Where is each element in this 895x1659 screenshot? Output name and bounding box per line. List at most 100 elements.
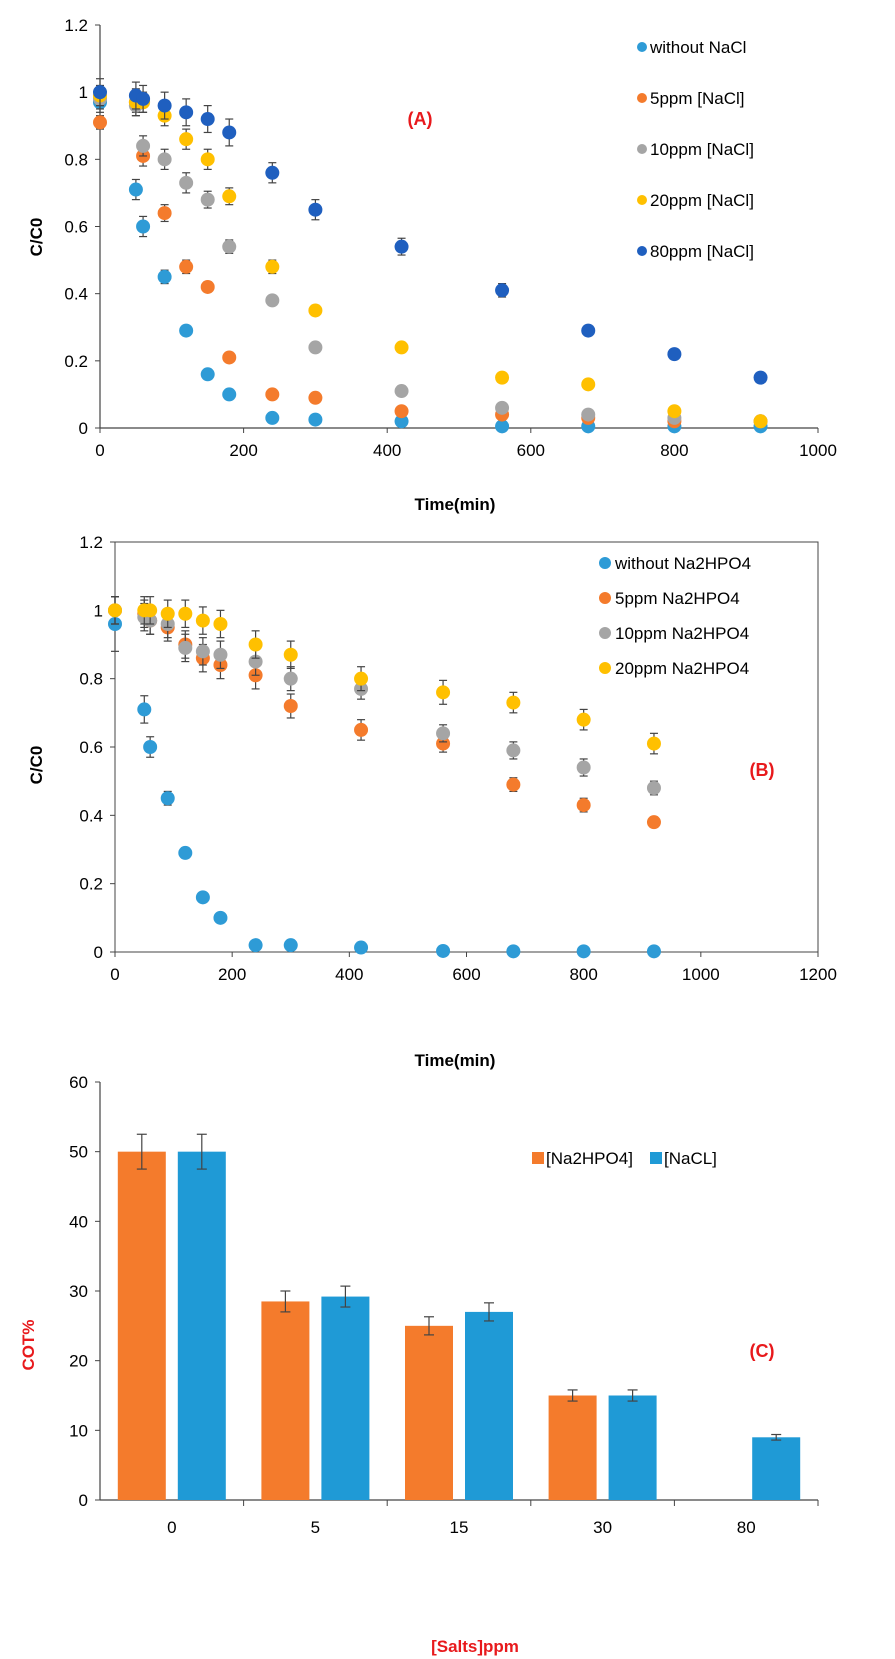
panel-a-data-point	[667, 404, 682, 419]
panel-c-bar	[177, 1151, 226, 1500]
panel-b-legend-label: without Na2HPO4	[614, 554, 751, 573]
panel-c-x-tick-label: 5	[311, 1518, 320, 1537]
panel-a-x-tick-label: 1000	[799, 441, 837, 460]
panel-b-y-tick-label: 0.8	[79, 670, 103, 689]
panel-b-legend-marker	[599, 662, 611, 674]
panel-a-data-point	[753, 414, 768, 429]
panel-a-y-tick-label: 0.6	[64, 218, 88, 237]
panel-a-data-point	[200, 279, 215, 294]
panel-a-data-point	[222, 125, 237, 140]
panel-a-y-tick-label: 1	[79, 83, 88, 102]
panel-a-data-point	[200, 112, 215, 127]
panel-b-data-point	[646, 736, 661, 751]
panel-b-legend-marker	[599, 627, 611, 639]
panel-a-data-point	[394, 404, 409, 419]
panel-c-label: (C)	[750, 1341, 775, 1361]
panel-b-data-point	[178, 845, 193, 860]
panel-c-x-tick-label: 0	[167, 1518, 176, 1537]
panel-b-x-tick-label: 400	[335, 965, 363, 984]
panel-b-data-point	[354, 671, 369, 686]
panel-a-y-tick-label: 0.2	[64, 352, 88, 371]
panel-b-x-tick-label: 0	[110, 965, 119, 984]
panel-c-legend-label: [NaCL]	[664, 1149, 717, 1168]
panel-a-data-point	[136, 91, 151, 106]
panel-b-y-axis-title: C/C0	[27, 746, 46, 785]
panel-b-data-point	[108, 603, 122, 618]
panel-c-bar-chart: (C) [Salts]ppm COT% 0 10 20 30 40 50 60 0 5 15 30 8…	[19, 1073, 819, 1656]
panel-b-data-point	[283, 647, 298, 662]
panel-a-data-point	[667, 347, 682, 362]
panel-a-data-point	[394, 239, 409, 254]
panel-c-y-tick-label: 50	[69, 1143, 88, 1162]
panel-b-data-point	[283, 699, 298, 713]
panel-a-data-point	[265, 387, 280, 402]
panel-a-legend-marker	[637, 144, 647, 154]
panel-b-data-point	[283, 671, 298, 686]
panel-a-data-point	[157, 98, 172, 113]
panel-b-data-point	[646, 815, 661, 830]
panel-a-data-point	[308, 202, 323, 217]
panel-a-data-point	[93, 85, 107, 100]
panel-c-bar	[608, 1395, 657, 1500]
panel-a-data-point	[265, 293, 280, 308]
panel-c-x-tick-label: 15	[450, 1518, 469, 1537]
panel-b-data-point	[283, 938, 298, 953]
panel-b-data-point	[576, 944, 591, 959]
panel-a-legend-label: without NaCl	[649, 38, 746, 57]
panel-a-legend-label: 10ppm [NaCl]	[650, 140, 754, 159]
panel-b-data-point	[506, 777, 521, 792]
panel-a-y-tick-label: 0.8	[64, 150, 88, 169]
panel-a-data-point	[179, 259, 194, 274]
panel-a-data-point	[495, 419, 510, 434]
panel-a-data-point	[394, 340, 409, 355]
panel-a-data-point	[179, 175, 194, 190]
panel-b-y-tick-label: 0.2	[79, 875, 103, 894]
panel-a-data-point	[157, 152, 172, 167]
panel-b-data-point	[354, 722, 369, 737]
panel-b-data-point	[646, 944, 661, 959]
panel-b-data-point	[436, 736, 451, 751]
panel-a-label: (A)	[408, 109, 433, 129]
panel-c-y-tick-label: 0	[79, 1491, 88, 1510]
panel-a-data-point	[265, 410, 280, 425]
panel-b-x-axis-title: Time(min)	[415, 1051, 496, 1070]
panel-b-data-point	[213, 617, 228, 631]
panel-a-data-point	[581, 323, 596, 338]
panel-b-x-tick-label: 600	[452, 965, 480, 984]
panel-b-y-tick-label: 1.2	[79, 533, 103, 552]
panel-a-data-point	[136, 219, 151, 234]
panel-b-x-tick-label: 800	[569, 965, 597, 984]
panel-c-bar	[465, 1311, 513, 1500]
panel-a-data-point	[200, 192, 215, 207]
panel-b-legend-label: 5ppm Na2HPO4	[615, 589, 740, 608]
panel-b-x-tick-label: 1000	[682, 965, 720, 984]
panel-c-legend-marker	[650, 1152, 662, 1164]
panel-b-x-tick-label: 200	[218, 965, 246, 984]
panel-a-data-point	[495, 370, 510, 385]
panel-b-legend-marker	[599, 592, 611, 604]
panel-a-x-tick-label: 600	[517, 441, 545, 460]
panel-b-data-point	[160, 791, 175, 806]
panel-a-data-point	[93, 115, 107, 130]
panel-a-data-point	[128, 182, 143, 197]
panel-a-data-point	[222, 387, 237, 402]
panel-a-data-point	[495, 283, 510, 298]
panel-c-bar	[321, 1296, 370, 1500]
panel-c-y-tick-label: 20	[69, 1352, 88, 1371]
panel-c-x-axis-title: [Salts]ppm	[431, 1637, 519, 1656]
panel-b-data-point	[137, 702, 152, 717]
panel-b-data-point	[436, 726, 451, 741]
panel-b-data-point	[576, 798, 591, 813]
panel-b-data-point	[436, 685, 451, 700]
panel-a-data-point	[265, 165, 280, 180]
panel-a-data-point	[581, 377, 596, 392]
panel-a-x-tick-label: 400	[373, 441, 401, 460]
panel-b-data-point	[195, 890, 210, 905]
panel-a-data-point	[308, 390, 323, 405]
panel-a-data-point	[157, 206, 172, 221]
panel-a-y-tick-label: 0.4	[64, 285, 88, 304]
panel-b-data-point	[506, 695, 521, 710]
panel-b-legend-label: 20ppm Na2HPO4	[615, 659, 749, 678]
panel-b-x-tick-label: 1200	[799, 965, 837, 984]
panel-b-data-point	[436, 943, 451, 958]
